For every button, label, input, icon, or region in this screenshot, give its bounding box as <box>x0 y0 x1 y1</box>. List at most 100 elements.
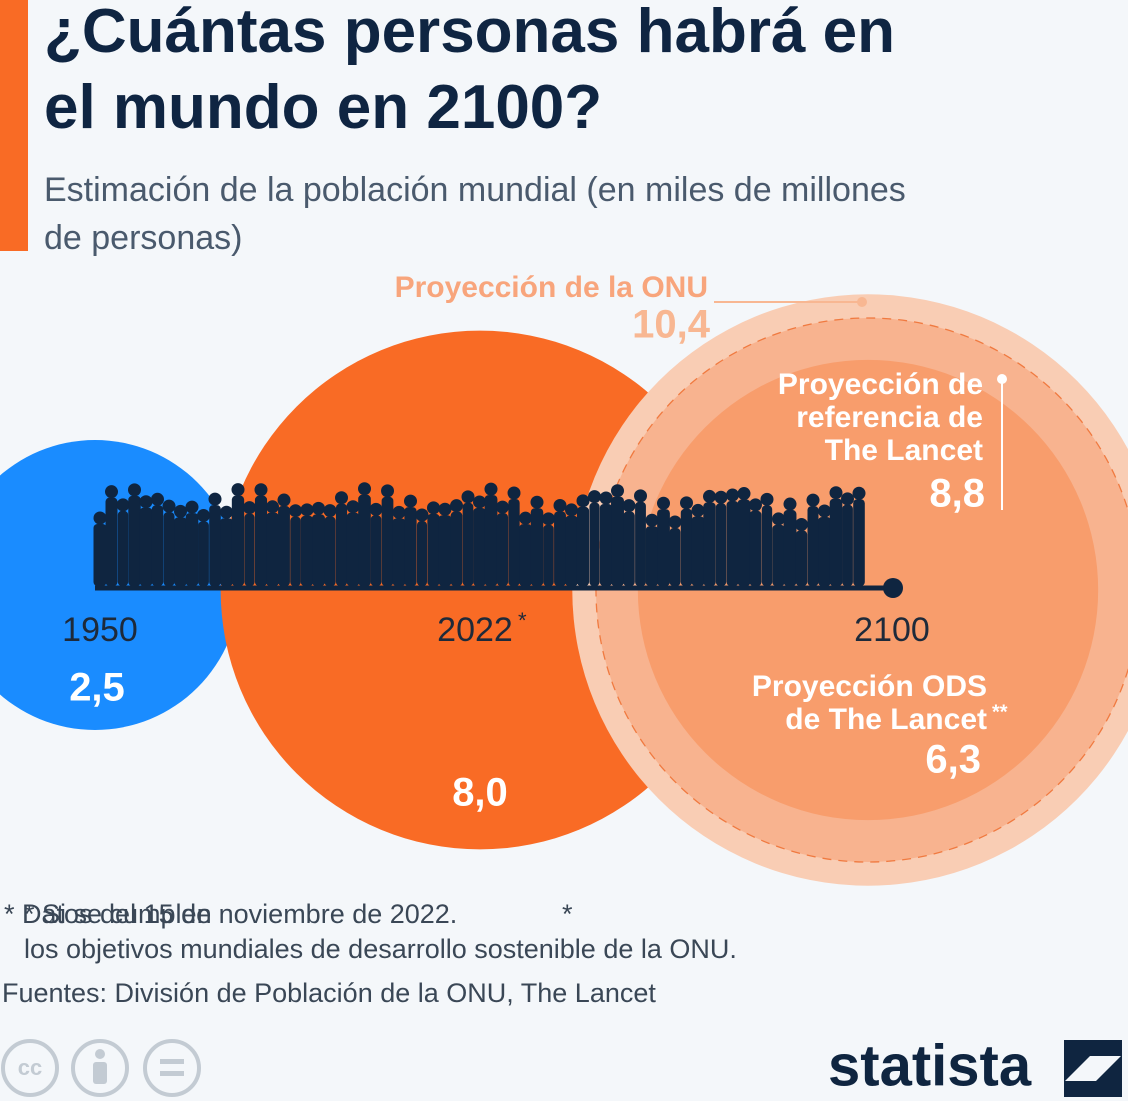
silhouette-body <box>484 495 498 586</box>
silhouette-head <box>611 484 624 498</box>
projection-note: ** <box>992 701 1008 723</box>
silhouette-body <box>358 494 371 586</box>
silhouette-head <box>208 492 222 506</box>
license-icon <box>1 1039 59 1097</box>
silhouette-head <box>749 498 762 512</box>
silhouette-body <box>220 518 233 586</box>
silhouette-head <box>461 490 475 504</box>
silhouette-body <box>508 498 520 586</box>
silhouette-body <box>290 516 301 586</box>
silhouette-head <box>358 482 371 496</box>
silhouette-body <box>462 502 474 586</box>
silhouette-head <box>829 486 843 500</box>
silhouette-body <box>772 524 785 586</box>
silhouette-head <box>634 489 647 503</box>
silhouette-head <box>760 492 774 506</box>
silhouette-body <box>438 515 452 586</box>
silhouette-head <box>818 504 831 518</box>
silhouette-body <box>335 503 348 586</box>
silhouette-body <box>853 499 865 586</box>
silhouette-body <box>163 512 175 586</box>
silhouette-head <box>772 512 785 526</box>
silhouette-head <box>668 515 682 529</box>
silhouette-head <box>243 501 256 515</box>
silhouette-head <box>519 511 532 525</box>
license-icon <box>143 1039 201 1097</box>
silhouette-head <box>266 500 279 514</box>
silhouette-body <box>530 508 544 586</box>
projection-name: Proyección ODS de The Lancet <box>752 670 987 736</box>
silhouette-head <box>588 490 601 504</box>
silhouette-head <box>220 505 233 519</box>
chart-subtitle: Estimación de la población mundial (en m… <box>44 171 906 257</box>
silhouette-body <box>404 507 417 586</box>
silhouette-body <box>519 524 532 586</box>
silhouettes <box>93 482 903 598</box>
footnote: * Datos del 15 de noviembre de 2022. <box>4 899 457 929</box>
silhouette-head <box>726 488 739 502</box>
silhouette-head <box>277 493 291 507</box>
silhouette-body <box>151 505 164 586</box>
brand-icon <box>1064 1040 1122 1097</box>
silhouette-body <box>703 502 716 586</box>
silhouette-head <box>841 492 854 506</box>
silhouette-head <box>381 484 394 498</box>
silhouette-head <box>300 503 314 517</box>
projection-value: 6,3 <box>925 738 981 782</box>
silhouette-body <box>496 513 509 586</box>
silhouette-head <box>116 498 130 512</box>
projection-value: 10,4 <box>632 303 711 347</box>
silhouette-body <box>139 507 153 586</box>
silhouette-head <box>93 511 107 525</box>
silhouette-body <box>576 506 590 586</box>
silhouette-head <box>185 500 199 514</box>
category-label: 2100 <box>854 611 930 649</box>
silhouette-body <box>807 506 819 586</box>
silhouette-head <box>622 499 636 513</box>
silhouette-head <box>450 499 463 513</box>
silhouette-body <box>450 511 463 586</box>
value-label: 8,0 <box>452 771 508 815</box>
silhouette-head <box>542 512 555 526</box>
silhouette-head <box>599 491 613 505</box>
silhouette-body <box>783 510 797 586</box>
category-note: * <box>518 608 527 633</box>
projection-name: Proyección de referencia de The Lancet <box>778 368 983 467</box>
silhouette-head <box>645 513 659 527</box>
silhouette-body <box>416 521 428 586</box>
silhouette-head <box>714 490 728 504</box>
silhouette-head <box>151 492 164 506</box>
silhouette-head <box>806 493 820 507</box>
silhouette-body <box>645 526 659 586</box>
silhouette-head <box>737 487 751 501</box>
source: Fuentes: División de Población de la ONU… <box>2 978 656 1008</box>
silhouette-body <box>266 512 279 586</box>
silhouette-body <box>312 514 325 586</box>
silhouette-body <box>554 511 566 586</box>
silhouette-head <box>231 483 245 497</box>
silhouette-body <box>726 501 739 586</box>
license-text: cc <box>18 1055 42 1080</box>
silhouette-body <box>715 503 727 586</box>
silhouette-body <box>842 504 853 586</box>
silhouette-head <box>783 497 797 511</box>
silhouette-body <box>370 515 382 586</box>
silhouette-head <box>507 486 521 500</box>
baseline-end <box>883 578 903 598</box>
silhouette-head <box>680 496 693 510</box>
silhouette-head <box>438 502 452 516</box>
silhouette-body <box>209 505 221 586</box>
silhouette-body <box>737 499 751 586</box>
silhouette-head <box>576 494 590 508</box>
silhouette-head <box>392 505 406 519</box>
silhouette-head <box>496 500 509 514</box>
silhouette-head <box>473 495 486 509</box>
silhouette-head <box>553 498 567 512</box>
silhouette-head <box>369 502 383 516</box>
silhouette-head <box>691 503 705 517</box>
silhouette-head <box>565 503 578 517</box>
silhouette-body <box>128 495 141 586</box>
silhouette-body <box>473 507 486 586</box>
silhouette-body <box>117 510 129 586</box>
projection-name: Proyección de la ONU <box>395 271 708 304</box>
